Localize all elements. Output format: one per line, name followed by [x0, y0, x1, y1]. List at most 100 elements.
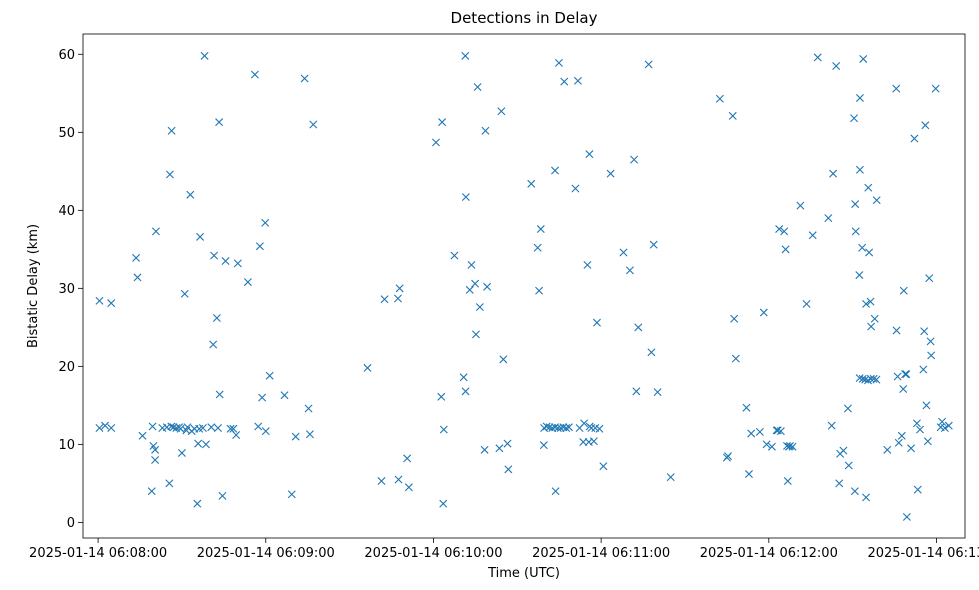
- data-point: [95, 424, 104, 432]
- data-points: [95, 51, 953, 521]
- data-point: [439, 425, 448, 434]
- data-point: [653, 388, 662, 397]
- data-point: [802, 299, 811, 308]
- data-point: [599, 462, 608, 471]
- data-point: [773, 426, 782, 435]
- data-point: [907, 444, 916, 453]
- data-point: [731, 354, 740, 363]
- data-point: [759, 308, 768, 317]
- data-point: [839, 446, 848, 455]
- data-point: [634, 323, 643, 332]
- data-point: [940, 424, 949, 432]
- data-point: [221, 257, 230, 266]
- data-point: [151, 445, 160, 454]
- data-point: [893, 372, 902, 381]
- data-point: [892, 84, 901, 93]
- data-point: [394, 475, 403, 484]
- data-point: [287, 490, 296, 499]
- data-point: [258, 393, 267, 402]
- data-point: [938, 417, 947, 426]
- data-point: [377, 477, 386, 486]
- x-tick-label: 2025-01-14 06:09:00: [197, 546, 335, 561]
- data-point: [902, 512, 911, 521]
- data-point: [218, 491, 227, 500]
- data-point: [193, 499, 202, 508]
- data-point: [232, 431, 241, 440]
- data-point: [255, 242, 264, 251]
- data-point: [554, 58, 563, 67]
- y-tick-label: 60: [58, 48, 75, 63]
- data-point: [473, 83, 482, 92]
- data-point: [465, 285, 474, 294]
- data-point: [827, 421, 836, 430]
- data-point: [147, 487, 156, 496]
- data-point: [254, 422, 263, 431]
- data-point: [892, 326, 901, 335]
- data-point: [213, 424, 222, 432]
- data-point: [767, 442, 776, 451]
- data-point: [562, 424, 571, 432]
- data-point: [829, 169, 838, 178]
- data-point: [132, 253, 141, 262]
- data-point: [535, 286, 544, 295]
- data-point: [497, 107, 506, 116]
- data-point: [533, 243, 542, 252]
- data-point: [912, 419, 921, 428]
- data-point: [471, 330, 480, 339]
- data-point: [209, 340, 218, 349]
- data-point: [201, 440, 210, 449]
- data-point: [548, 424, 557, 432]
- data-point: [595, 424, 604, 433]
- data-point: [133, 273, 142, 282]
- data-point: [243, 278, 252, 287]
- data-point: [926, 337, 935, 346]
- data-point: [265, 371, 274, 380]
- data-point: [783, 477, 792, 486]
- data-point: [176, 424, 185, 433]
- data-point: [404, 483, 413, 492]
- data-point: [198, 424, 207, 432]
- data-point: [177, 448, 186, 457]
- data-point: [459, 373, 468, 382]
- data-point: [438, 118, 447, 127]
- data-point: [649, 240, 658, 249]
- data-point: [186, 190, 195, 199]
- data-point: [855, 165, 864, 174]
- data-point: [480, 445, 489, 454]
- data-point: [215, 390, 224, 399]
- data-point: [855, 93, 864, 102]
- data-point: [899, 384, 908, 393]
- data-point: [922, 401, 931, 410]
- data-point: [101, 421, 110, 430]
- data-point: [403, 454, 412, 463]
- data-point: [744, 470, 753, 479]
- data-point: [919, 365, 928, 374]
- data-point: [844, 461, 853, 470]
- data-point: [724, 452, 732, 461]
- y-tick-label: 20: [58, 360, 75, 375]
- data-point: [467, 260, 476, 269]
- data-point: [921, 121, 930, 130]
- data-point: [913, 485, 922, 494]
- data-point: [859, 54, 868, 63]
- data-point: [539, 441, 548, 450]
- data-point: [632, 387, 641, 396]
- data-point: [305, 430, 314, 439]
- data-point: [630, 155, 639, 164]
- data-point: [872, 196, 881, 205]
- data-point: [585, 150, 594, 159]
- data-point: [291, 432, 300, 441]
- data-point: [499, 355, 508, 364]
- data-point: [107, 299, 116, 308]
- data-point: [551, 166, 560, 175]
- data-point: [715, 94, 724, 103]
- data-point: [865, 248, 874, 257]
- data-point: [309, 120, 318, 129]
- data-point: [902, 370, 911, 379]
- data-point: [261, 427, 270, 436]
- data-point: [864, 183, 873, 192]
- data-point: [835, 479, 844, 488]
- data-point: [439, 499, 448, 508]
- data-point: [437, 392, 446, 401]
